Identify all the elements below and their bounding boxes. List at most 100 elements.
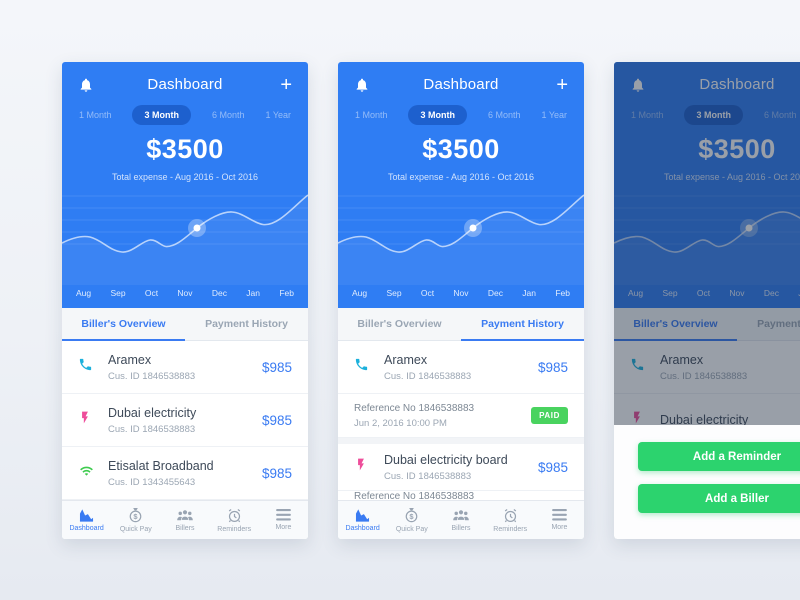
tab-billers-overview[interactable]: Biller's Overview — [62, 308, 185, 341]
nav-label: Reminders — [217, 525, 252, 533]
notifications-bell-icon[interactable] — [354, 77, 370, 93]
alarm-clock-icon — [228, 508, 240, 522]
page-title: Dashboard — [423, 76, 499, 93]
phone-icon — [78, 357, 108, 377]
biller-amount: $985 — [261, 412, 292, 428]
biller-name: Etisalat Broadband — [108, 458, 214, 473]
notifications-bell-icon[interactable] — [630, 77, 646, 93]
bottom-navigation: Dashboard $ Quick Pay Billers Reminders … — [338, 500, 584, 539]
add-button[interactable]: + — [280, 73, 292, 96]
total-expense-amount: $3500 — [698, 134, 776, 164]
period-6-month[interactable]: 6 Month — [487, 110, 521, 120]
phone-screen-add-actions-overlay: Dashboard + 1 Month 3 Month 6 Month 1 Ye… — [614, 62, 800, 539]
nav-more[interactable]: More — [535, 501, 584, 539]
nav-billers[interactable]: Billers — [436, 501, 485, 539]
hamburger-menu-icon — [276, 509, 291, 521]
tab-payment-history[interactable]: Payment History — [461, 308, 584, 341]
page-title: Dashboard — [147, 76, 223, 93]
nav-dashboard[interactable]: Dashboard — [338, 501, 387, 539]
page-title: Dashboard — [699, 76, 775, 93]
nav-label: Dashboard — [69, 525, 104, 532]
period-selector: 1 Month 3 Month 6 Month 1 Year — [614, 105, 800, 125]
nav-quick-pay[interactable]: $ Quick Pay — [387, 501, 436, 539]
payment-amount: $985 — [537, 459, 568, 475]
nav-more[interactable]: More — [259, 501, 308, 539]
biller-name: Dubai electricity — [660, 413, 749, 427]
nav-reminders[interactable]: Reminders — [210, 501, 259, 539]
svg-text:$: $ — [134, 512, 139, 521]
chart-month-labels: Aug Sep Oct Nov Dec Jan Feb — [338, 288, 584, 298]
nav-label: Quick Pay — [119, 526, 152, 533]
biller-row-dubai-electricity[interactable]: Dubai electricity Cus. ID 1846538883 $98… — [62, 394, 308, 447]
dashboard-header: Dashboard + 1 Month 3 Month 6 Month 1 Ye… — [338, 62, 584, 308]
period-1-month[interactable]: 1 Month — [78, 110, 112, 120]
period-3-month[interactable]: 3 Month — [408, 105, 467, 125]
bottom-navigation: Dashboard $ Quick Pay Billers Reminders … — [62, 500, 308, 539]
biller-row-etisalat[interactable]: Etisalat Broadband Cus. ID 1343455643 $9… — [62, 447, 308, 500]
period-1-month[interactable]: 1 Month — [354, 110, 388, 120]
action-sheet: Add a Reminder Add a Biller — [614, 425, 800, 539]
month-label: Sep — [662, 288, 678, 298]
tab-billers-overview[interactable]: Biller's Overview — [357, 318, 442, 330]
biller-customer-id: Cus. ID 1846538883 — [384, 470, 472, 482]
nav-label: More — [551, 524, 568, 531]
phone-icon — [630, 357, 660, 377]
svg-text:$: $ — [410, 512, 415, 521]
tab-payment-history[interactable]: Payment History — [205, 318, 288, 330]
month-label: Sep — [386, 288, 402, 298]
nav-reminders[interactable]: Reminders — [486, 501, 535, 539]
expense-line-chart[interactable] — [338, 190, 584, 285]
biller-row-aramex[interactable]: Aramex Cus. ID 1846538883 $985 — [62, 341, 308, 394]
month-label: Sep — [110, 288, 126, 298]
chart-point-marker — [469, 224, 477, 232]
nav-label: Billers — [451, 524, 471, 532]
chart-month-labels: Aug Sep Oct Nov Dec Jan Feb — [62, 288, 308, 298]
biller-list: Aramex Cus. ID 1846538883 $985 Dubai ele… — [62, 341, 308, 500]
payment-row-dubai-electricity-board[interactable]: Dubai electricity board Cus. ID 18465388… — [338, 444, 584, 491]
biller-row-aramex[interactable]: Aramex Cus. ID 1846538883 — [614, 341, 800, 394]
dashboard-chart-icon — [356, 509, 370, 522]
period-selector: 1 Month 3 Month 6 Month 1 Year — [338, 105, 584, 125]
month-label: Nov — [453, 288, 469, 298]
notifications-bell-icon[interactable] — [78, 77, 94, 93]
biller-name: Dubai electricity board — [384, 452, 508, 467]
period-3-month[interactable]: 3 Month — [132, 105, 191, 125]
content-tabs: Biller's Overview Payment History — [614, 308, 800, 341]
nav-label: Quick Pay — [395, 526, 428, 533]
biller-customer-id: Cus. ID 1846538883 — [108, 423, 196, 435]
payment-row-aramex[interactable]: Aramex Cus. ID 1846538883 $985 — [338, 341, 584, 394]
add-button[interactable]: + — [556, 73, 568, 96]
month-label: Oct — [696, 288, 711, 298]
month-label: Nov — [177, 288, 193, 298]
expense-line-chart[interactable] — [62, 190, 308, 285]
month-label: Aug — [352, 288, 368, 298]
nav-dashboard[interactable]: Dashboard — [62, 501, 111, 539]
biller-name: Aramex — [108, 352, 152, 367]
period-3-month[interactable]: 3 Month — [684, 105, 743, 125]
nav-billers[interactable]: Billers — [160, 501, 209, 539]
period-1-year[interactable]: 1 Year — [541, 110, 568, 120]
top-bar: Dashboard + — [62, 62, 308, 96]
dashboard-header: Dashboard + 1 Month 3 Month 6 Month 1 Ye… — [614, 62, 800, 308]
add-reminder-button[interactable]: Add a Reminder — [638, 442, 800, 471]
month-label: Jan — [798, 288, 800, 298]
period-6-month[interactable]: 6 Month — [211, 110, 245, 120]
phone-screen-billers-overview: Dashboard + 1 Month 3 Month 6 Month 1 Ye… — [62, 62, 308, 539]
period-selector: 1 Month 3 Month 6 Month 1 Year — [62, 105, 308, 125]
biller-amount: $985 — [261, 359, 292, 375]
nav-quick-pay[interactable]: $ Quick Pay — [111, 501, 160, 539]
period-1-month[interactable]: 1 Month — [630, 110, 664, 120]
tab-billers-overview[interactable]: Biller's Overview — [614, 308, 737, 341]
period-1-year[interactable]: 1 Year — [265, 110, 292, 120]
phone-screen-payment-history: Dashboard + 1 Month 3 Month 6 Month 1 Ye… — [338, 62, 584, 539]
add-biller-button[interactable]: Add a Biller — [638, 484, 800, 513]
month-label: Jan — [522, 288, 537, 298]
total-expense-amount: $3500 — [422, 134, 500, 164]
nav-label: Reminders — [493, 525, 528, 533]
tab-payment-history[interactable]: Payment History — [757, 318, 800, 330]
top-bar: Dashboard + — [614, 62, 800, 93]
paid-status-badge: PAID — [531, 407, 568, 424]
content-tabs: Biller's Overview Payment History — [62, 308, 308, 341]
period-6-month[interactable]: 6 Month — [763, 110, 797, 120]
